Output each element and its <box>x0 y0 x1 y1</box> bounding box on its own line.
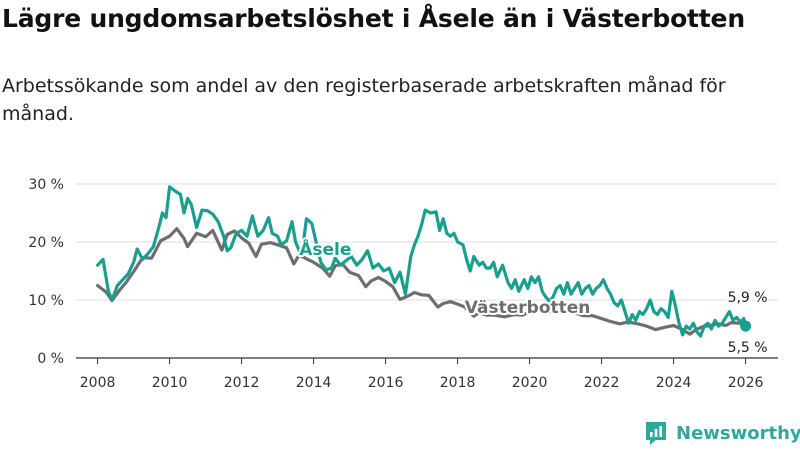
end-label-vasterbotten: 5,9 %5,9 % <box>726 288 770 308</box>
chart-subtitle: Arbetssökande som andel av den registerb… <box>2 75 726 125</box>
series-layer <box>96 185 752 338</box>
series-label-asele-halo: Åsele <box>299 237 351 260</box>
end-label-asele: 5,5 %5,5 % <box>726 338 770 358</box>
x-tick-label: 2024 <box>656 375 692 391</box>
y-tick-label: 0 % <box>37 351 64 367</box>
y-tick-label: 20 % <box>28 235 64 251</box>
newsworthy-icon <box>646 422 666 445</box>
series-line-asele <box>96 185 748 338</box>
x-tick-label: 2010 <box>152 375 188 391</box>
x-tick-label: 2012 <box>224 375 260 391</box>
grid-layer <box>76 183 778 301</box>
x-tick-label: 2018 <box>440 375 476 391</box>
x-tick-label: 2016 <box>368 375 404 391</box>
series-line-vasterbotten <box>96 227 748 336</box>
y-tick-label: 30 % <box>28 177 64 193</box>
end-label-asele-halo: 5,5 % <box>728 340 768 356</box>
x-tick-label: 2022 <box>584 375 620 391</box>
end-label-vasterbotten-text: 5,9 % <box>728 290 768 306</box>
y-tick-label: 10 % <box>28 293 64 309</box>
end-point-asele <box>740 320 752 332</box>
x-tick-label: 2020 <box>512 375 548 391</box>
end-label-vasterbotten-halo: 5,9 % <box>728 290 768 306</box>
x-tick-label: 2026 <box>728 375 764 391</box>
newsworthy-logo: Newsworthy <box>644 420 800 446</box>
brand-label: Newsworthy <box>676 422 800 444</box>
end-label-asele-text: 5,5 % <box>728 340 768 356</box>
series-label-asele-text: Åsele <box>299 237 351 260</box>
x-tick-label: 2008 <box>80 375 116 391</box>
axis-layer: 0 % 10 % 20 % 30 % 2008 2010 2012 2014 2016 2018 2… <box>28 177 778 391</box>
series-label-vasterbotten-text: Västerbotten <box>465 298 591 318</box>
chart-title: Lägre ungdomsarbetslöshet i Åsele än i V… <box>2 4 745 33</box>
series-label-vasterbotten-halo: Västerbotten <box>465 298 591 318</box>
x-tick-label: 2014 <box>296 375 332 391</box>
